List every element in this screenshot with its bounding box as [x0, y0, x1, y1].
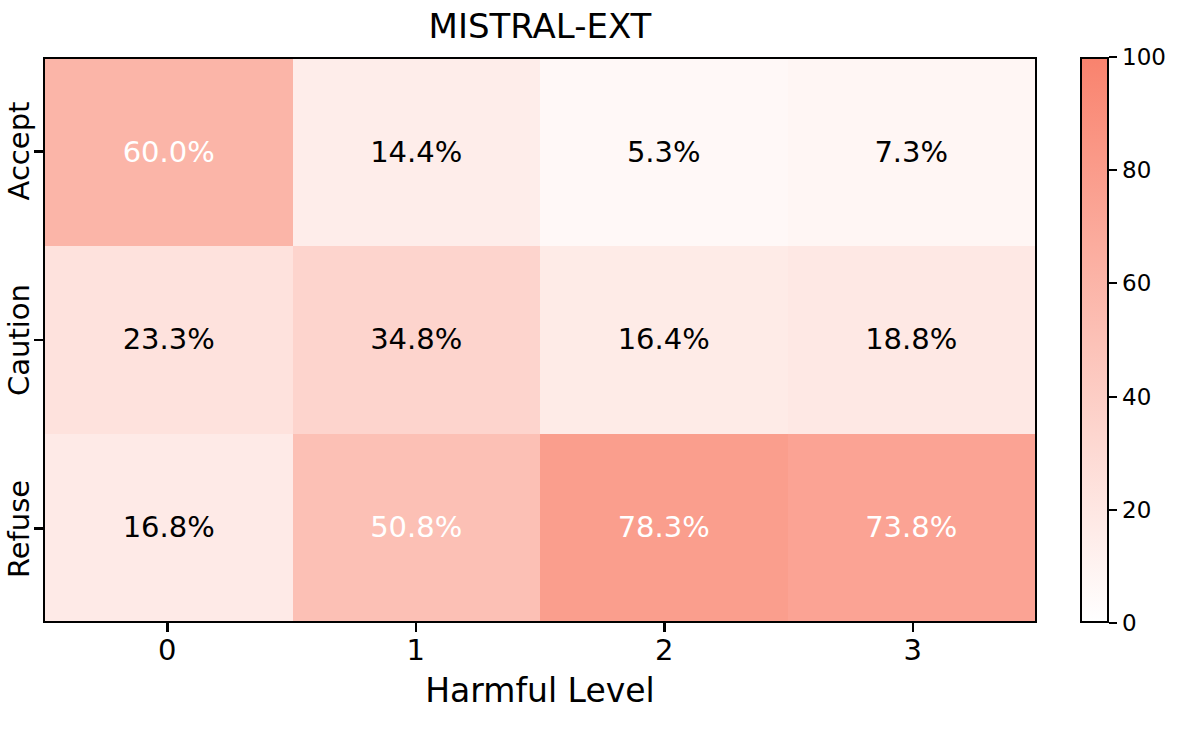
heatmap-cell: 73.8%	[788, 434, 1036, 621]
heatmap-grid: 60.0% 14.4% 5.3% 7.3% 23.3% 34.8% 16.4% 18.8% 16…	[45, 59, 1035, 621]
chart-title: MISTRAL-EXT	[43, 6, 1037, 46]
heatmap-axes: 60.0% 14.4% 5.3% 7.3% 23.3% 34.8% 16.4% 18.8% 16…	[43, 57, 1037, 623]
colorbar-tick-label: 100	[1122, 46, 1166, 69]
colorbar-tick-mark	[1109, 509, 1117, 511]
colorbar-tick-label: 0	[1122, 612, 1137, 635]
cell-value-label: 7.3%	[874, 138, 948, 167]
heatmap-cell: 23.3%	[45, 246, 293, 433]
colorbar-tick-label: 40	[1122, 385, 1151, 408]
colorbar	[1080, 57, 1109, 623]
heatmap-cell: 60.0%	[45, 59, 293, 246]
x-tick-mark	[912, 623, 915, 632]
y-tick-label: Accept	[5, 102, 34, 201]
cell-value-label: 34.8%	[370, 325, 462, 354]
x-tick-mark	[166, 623, 169, 632]
cell-value-label: 14.4%	[370, 138, 462, 167]
cell-value-label: 16.8%	[123, 513, 215, 542]
heatmap-cell: 50.8%	[293, 434, 541, 621]
cell-value-label: 50.8%	[370, 513, 462, 542]
colorbar-tick-mark	[1109, 396, 1117, 398]
heatmap-cell: 16.4%	[540, 246, 788, 433]
colorbar-tick-mark	[1109, 169, 1117, 171]
cell-value-label: 5.3%	[627, 138, 701, 167]
heatmap-cell: 7.3%	[788, 59, 1036, 246]
colorbar-tick-mark	[1109, 282, 1117, 284]
x-tick-mark	[663, 623, 666, 632]
heatmap-cell: 16.8%	[45, 434, 293, 621]
colorbar-tick-label: 80	[1122, 159, 1151, 182]
x-tick-label: 1	[407, 636, 425, 665]
heatmap-cell: 34.8%	[293, 246, 541, 433]
x-tick-mark	[415, 623, 418, 632]
heatmap-cell: 78.3%	[540, 434, 788, 621]
heatmap-cell: 14.4%	[293, 59, 541, 246]
x-tick-label: 0	[158, 636, 176, 665]
heatmap-figure: MISTRAL-EXT 60.0% 14.4% 5.3% 7.3% 23.3% 34.8%…	[0, 0, 1178, 732]
cell-value-label: 60.0%	[123, 138, 215, 167]
heatmap-cell: 18.8%	[788, 246, 1036, 433]
colorbar-tick-label: 60	[1122, 272, 1151, 295]
cell-value-label: 78.3%	[618, 513, 710, 542]
x-tick-label: 3	[904, 636, 922, 665]
cell-value-label: 18.8%	[865, 325, 957, 354]
x-tick-label: 2	[655, 636, 673, 665]
y-tick-label: Refuse	[5, 480, 34, 578]
cell-value-label: 16.4%	[618, 325, 710, 354]
cell-value-label: 73.8%	[865, 513, 957, 542]
y-tick-label: Caution	[5, 284, 34, 396]
cell-value-label: 23.3%	[123, 325, 215, 354]
colorbar-tick-label: 20	[1122, 498, 1151, 521]
x-axis-label: Harmful Level	[43, 671, 1037, 710]
colorbar-tick-mark	[1109, 56, 1117, 58]
heatmap-cell: 5.3%	[540, 59, 788, 246]
colorbar-tick-mark	[1109, 622, 1117, 624]
